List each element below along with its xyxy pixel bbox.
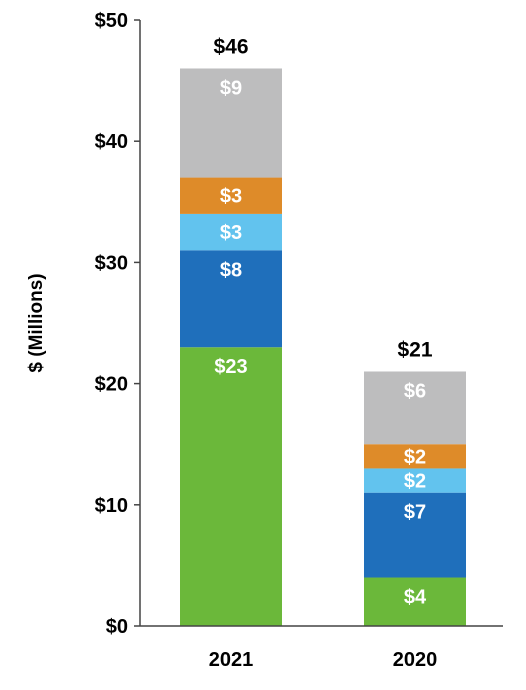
bar-segment-2021-2 <box>180 250 282 348</box>
segment-label-2020-4: $2 <box>404 446 426 468</box>
y-tick-label: $10 <box>95 495 128 517</box>
y-tick-label: $0 <box>106 616 128 638</box>
y-axis: $0 $10 $20 $30 $40 $50 <box>95 10 141 638</box>
bar-segment-2021-4 <box>180 177 282 214</box>
segment-label-2021-4: $3 <box>220 186 242 208</box>
bar-segment-2021-3 <box>180 213 282 251</box>
y-axis-title: $ (Millions) <box>26 273 47 372</box>
total-label-2021: $46 <box>213 35 248 58</box>
bar-segment-2020-2 <box>364 492 466 578</box>
x-axis: 2021 2020 <box>140 625 503 671</box>
bar-segment-2020-3 <box>364 468 466 493</box>
segment-label-2020-1: $4 <box>404 587 427 609</box>
segment-label-2020-5: $6 <box>404 380 426 402</box>
bar-segment-2021-5 <box>180 68 282 178</box>
total-label-2020: $21 <box>397 338 432 361</box>
x-tick-label-2020: 2020 <box>393 649 438 671</box>
y-tick-label: $20 <box>95 374 128 396</box>
segment-label-2021-3: $3 <box>220 222 242 244</box>
y-tick-label: $40 <box>95 131 128 153</box>
y-tick-label: $30 <box>95 252 128 274</box>
segment-label-2020-3: $2 <box>404 471 426 493</box>
x-tick-label-2021: 2021 <box>209 649 254 671</box>
segment-label-2021-2: $8 <box>220 259 242 281</box>
bars-group: $23 $8 $3 $3 $9 $46 $4 $7 $2 $2 $6 $21 <box>180 35 466 626</box>
bar-segment-2020-4 <box>364 444 466 469</box>
segment-label-2020-2: $7 <box>404 502 426 524</box>
bar-segment-2021-1 <box>180 347 282 626</box>
bar-segment-2020-5 <box>364 371 466 445</box>
segment-label-2021-1: $23 <box>214 356 247 378</box>
segment-label-2021-5: $9 <box>220 77 242 99</box>
y-tick-label: $50 <box>95 10 128 32</box>
bar-segment-2020-1 <box>364 577 466 626</box>
